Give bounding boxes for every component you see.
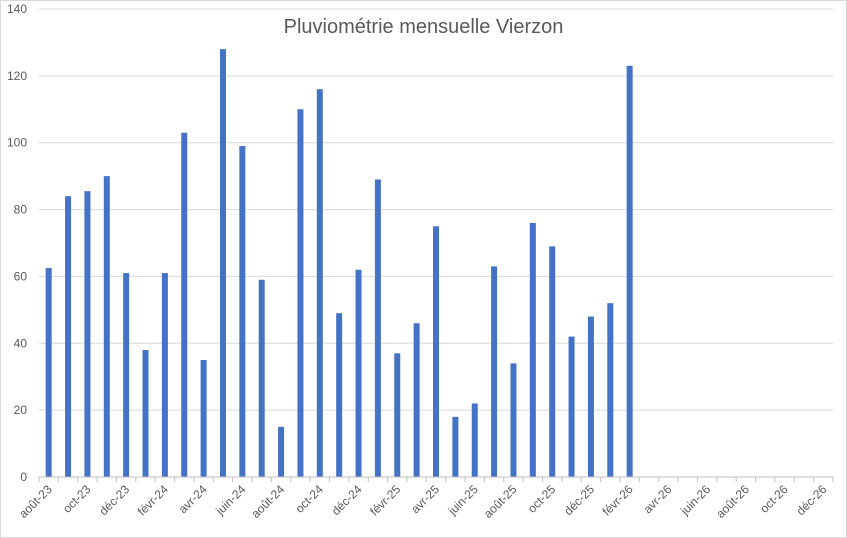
bar bbox=[219, 49, 226, 477]
bar bbox=[103, 176, 110, 477]
x-tick-label: déc-24 bbox=[329, 482, 365, 518]
bar bbox=[239, 146, 246, 478]
x-axis: août-23 oct-23 déc-23 févr-24 avr-24 juin-24 a… bbox=[16, 476, 834, 521]
bar bbox=[161, 273, 168, 477]
bar bbox=[355, 269, 362, 477]
x-tick-label: août-24 bbox=[249, 482, 288, 521]
x-tick-label: août-23 bbox=[16, 482, 55, 521]
x-tick-label: avr-24 bbox=[176, 482, 210, 516]
bar bbox=[374, 179, 381, 477]
x-tick-label: oct-23 bbox=[60, 482, 94, 516]
bar bbox=[413, 323, 420, 477]
bar bbox=[84, 191, 91, 477]
y-tick-label: 20 bbox=[14, 403, 28, 417]
x-tick-label: juin-24 bbox=[212, 482, 248, 518]
bar bbox=[258, 279, 265, 477]
bar bbox=[587, 316, 594, 477]
y-tick-label: 40 bbox=[14, 336, 28, 350]
bar bbox=[471, 403, 478, 477]
bar bbox=[394, 353, 401, 477]
bar bbox=[316, 89, 323, 477]
x-tick-label: oct-26 bbox=[757, 482, 791, 516]
x-tick-label: févr-25 bbox=[367, 482, 404, 519]
bar bbox=[491, 266, 498, 477]
bar bbox=[181, 132, 188, 477]
y-tick-label: 120 bbox=[7, 69, 27, 83]
bar bbox=[297, 109, 304, 478]
bar bbox=[123, 273, 130, 477]
y-axis: 0 20 40 60 80 100 120 140 bbox=[7, 2, 27, 484]
y-tick-label: 0 bbox=[20, 470, 27, 484]
bar bbox=[45, 268, 52, 477]
bar bbox=[568, 336, 575, 477]
x-tick-label: oct-25 bbox=[525, 482, 559, 516]
x-tick-label: avr-25 bbox=[408, 482, 442, 516]
y-tick-label: 140 bbox=[7, 2, 27, 16]
x-tick-label: déc-25 bbox=[561, 482, 597, 518]
x-tick-label: déc-26 bbox=[794, 482, 830, 518]
x-tick-label: déc-23 bbox=[96, 482, 132, 518]
bar bbox=[510, 363, 517, 477]
y-tick-label: 60 bbox=[14, 269, 28, 283]
bar bbox=[433, 226, 439, 477]
bar bbox=[549, 246, 556, 477]
bar bbox=[142, 349, 149, 477]
bar bbox=[278, 426, 285, 477]
x-tick-label: août-25 bbox=[481, 482, 520, 521]
bar bbox=[452, 416, 459, 477]
bars bbox=[45, 49, 633, 478]
y-tick-label: 80 bbox=[14, 203, 28, 217]
x-tick-label: févr-26 bbox=[599, 482, 636, 519]
x-tick-label: août-26 bbox=[713, 482, 752, 521]
x-tick-label: juin-26 bbox=[677, 482, 713, 518]
bar bbox=[626, 65, 633, 477]
bar bbox=[336, 313, 343, 477]
x-tick-label: févr-24 bbox=[135, 482, 172, 519]
bar bbox=[529, 222, 536, 477]
x-tick-label: juin-25 bbox=[445, 482, 481, 518]
y-tick-label: 100 bbox=[7, 136, 27, 150]
bar bbox=[65, 196, 72, 477]
x-tick-label: avr-26 bbox=[641, 482, 675, 516]
bar bbox=[607, 303, 614, 477]
bar bbox=[200, 360, 207, 477]
x-tick-label: oct-24 bbox=[292, 482, 326, 516]
chart-title: Pluviométrie mensuelle Vierzon bbox=[283, 16, 564, 38]
